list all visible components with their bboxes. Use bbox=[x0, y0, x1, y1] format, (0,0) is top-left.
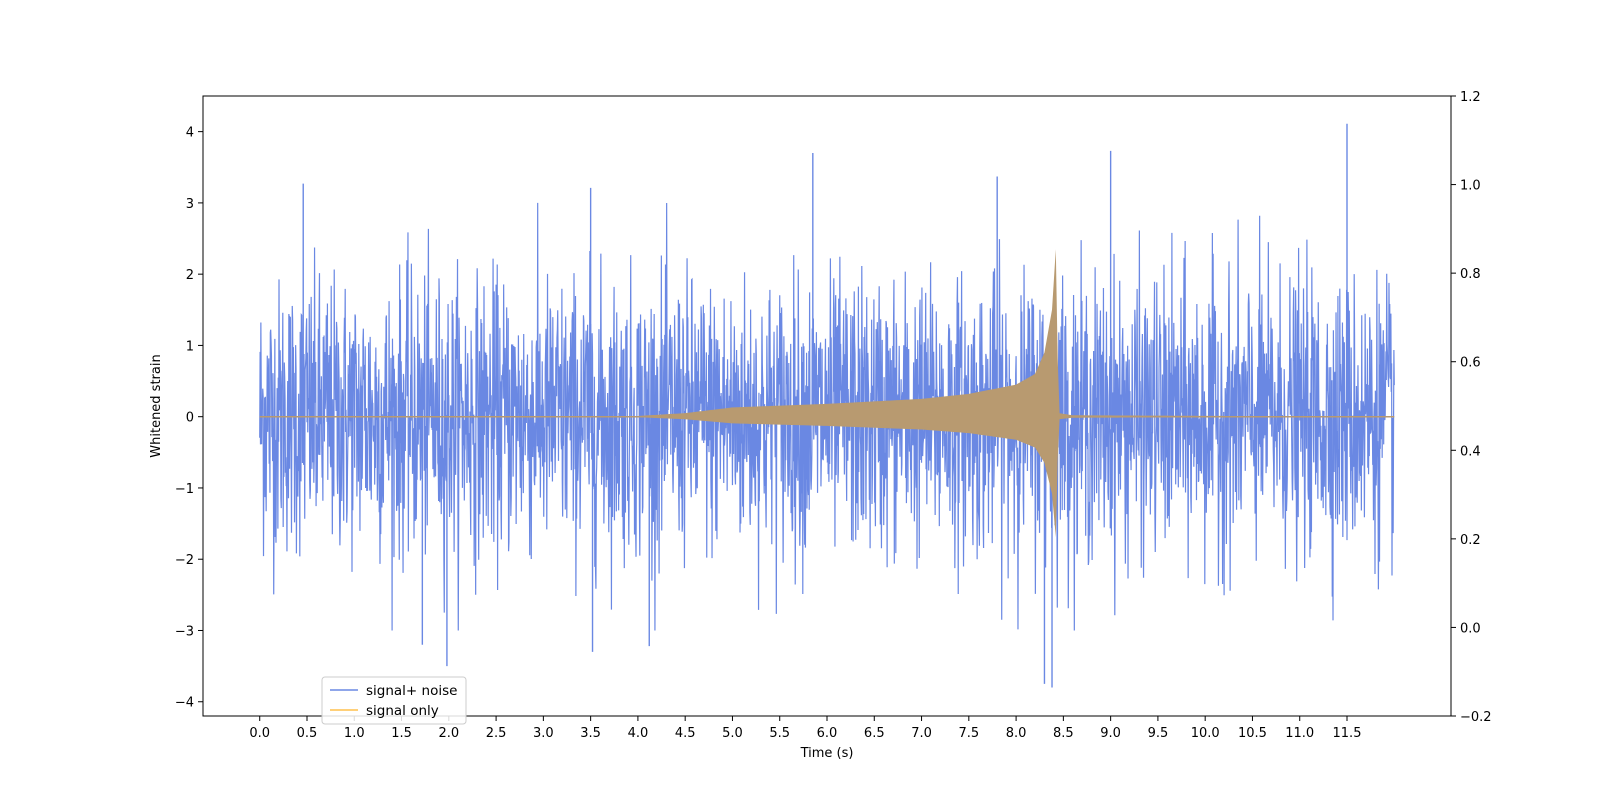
y-tick-label: 4 bbox=[186, 126, 194, 141]
y-tick-label: 1 bbox=[186, 339, 194, 354]
x-tick-label: 1.5 bbox=[391, 726, 412, 741]
y2-tick-label: 0.2 bbox=[1460, 533, 1481, 548]
x-tick-label: 9.5 bbox=[1148, 726, 1169, 741]
y-tick-label: −4 bbox=[175, 696, 194, 711]
y-tick-label: −1 bbox=[175, 482, 194, 497]
x-axis: 0.0 0.5 1.0 1.5 2.0 2.5 3.0 3.5 4.0 4.5 5.0 5.5 6.0 6… bbox=[249, 716, 1361, 741]
y-tick-label: 3 bbox=[186, 197, 194, 212]
legend-label-signal-noise: signal+ noise bbox=[366, 683, 457, 699]
x-tick-label: 3.0 bbox=[533, 726, 554, 741]
x-tick-label: 8.5 bbox=[1053, 726, 1074, 741]
y-tick-label: −2 bbox=[175, 553, 194, 568]
x-tick-label: 2.0 bbox=[438, 726, 459, 741]
plot-area bbox=[259, 123, 1395, 688]
y2-tick-label: 0.6 bbox=[1460, 356, 1481, 371]
x-tick-label: 6.5 bbox=[864, 726, 885, 741]
x-tick-label: 6.0 bbox=[817, 726, 838, 741]
y2-tick-label: 0.0 bbox=[1460, 621, 1481, 636]
x-tick-label: 1.0 bbox=[344, 726, 365, 741]
legend-box bbox=[321, 676, 467, 725]
x-tick-label: 10.5 bbox=[1238, 726, 1267, 741]
y2-axis: 1.2 1.0 0.8 0.6 0.4 0.2 0.0 −0.2 bbox=[1451, 90, 1492, 725]
x-tick-label: 7.0 bbox=[911, 726, 932, 741]
y-axis: 4 3 2 1 0 −1 −2 −3 −4 bbox=[175, 126, 203, 711]
legend-label-signal-only: signal only bbox=[366, 703, 439, 719]
x-tick-label: 3.5 bbox=[580, 726, 601, 741]
x-tick-label: 0.5 bbox=[297, 726, 318, 741]
y-axis-label: Whitened strain bbox=[149, 354, 164, 457]
x-tick-label: 2.5 bbox=[486, 726, 507, 741]
y-tick-label: 0 bbox=[186, 411, 194, 426]
x-tick-label: 10.0 bbox=[1191, 726, 1220, 741]
x-tick-label: 7.5 bbox=[958, 726, 979, 741]
x-tick-label: 5.0 bbox=[722, 726, 743, 741]
x-tick-label: 4.0 bbox=[628, 726, 649, 741]
x-tick-label: 8.0 bbox=[1006, 726, 1027, 741]
y2-tick-label: 1.2 bbox=[1460, 90, 1481, 105]
x-axis-label: Time (s) bbox=[800, 746, 854, 761]
y2-tick-label: 1.0 bbox=[1460, 179, 1481, 194]
x-tick-label: 11.5 bbox=[1333, 726, 1362, 741]
y2-tick-label: −0.2 bbox=[1460, 710, 1492, 725]
x-tick-label: 4.5 bbox=[675, 726, 696, 741]
x-tick-label: 11.0 bbox=[1285, 726, 1314, 741]
legend: signal+ noise signal only bbox=[321, 676, 467, 725]
y-tick-label: 2 bbox=[186, 268, 194, 283]
x-tick-label: 9.0 bbox=[1100, 726, 1121, 741]
x-tick-label: 5.5 bbox=[769, 726, 790, 741]
y2-tick-label: 0.8 bbox=[1460, 267, 1481, 282]
y-tick-label: −3 bbox=[175, 624, 194, 639]
x-tick-label: 0.0 bbox=[249, 726, 270, 741]
y2-tick-label: 0.4 bbox=[1460, 444, 1481, 459]
